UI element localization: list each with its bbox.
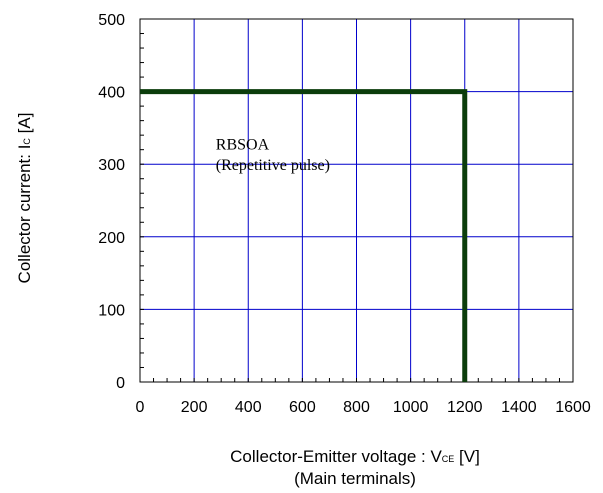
x-tick-label: 1400 [501,399,537,416]
x-tick-label: 800 [343,399,370,416]
y-tick-labels: 0 100 200 300 400 500 [98,12,125,392]
series-line [140,89,468,382]
plot-frame [139,18,574,383]
y-tick-label: 200 [98,230,125,247]
x-tick-label: 600 [289,399,316,416]
x-tick-label: 1000 [393,399,429,416]
y-axis-title: Collector current: IC [A] [15,113,34,284]
x-axis-title-line2: (Main terminals) [294,469,416,488]
x-tick-labels: 0 200 400 600 800 1000 1200 1400 1600 [136,399,591,416]
annotation-text: RBSOA [216,137,270,154]
x-axis-title: Collector-Emitter voltage : VCE [V] [230,447,480,466]
y-tick-label: 0 [116,375,125,392]
x-tick-label: 1600 [555,399,591,416]
x-tick-label: 1200 [447,399,483,416]
x-tick-label: 0 [136,399,145,416]
y-tick-label: 500 [98,12,125,29]
grid-lines [140,19,573,382]
y-tick-label: 100 [98,302,125,319]
series-layer [140,89,468,382]
annotations: RBSOA (Repetitive pulse) [216,137,330,174]
annotation-text: (Repetitive pulse) [216,157,330,174]
x-tick-label: 400 [235,399,262,416]
x-tick-label: 200 [181,399,208,416]
y-tick-label: 400 [98,85,125,102]
y-tick-label: 300 [98,157,125,174]
